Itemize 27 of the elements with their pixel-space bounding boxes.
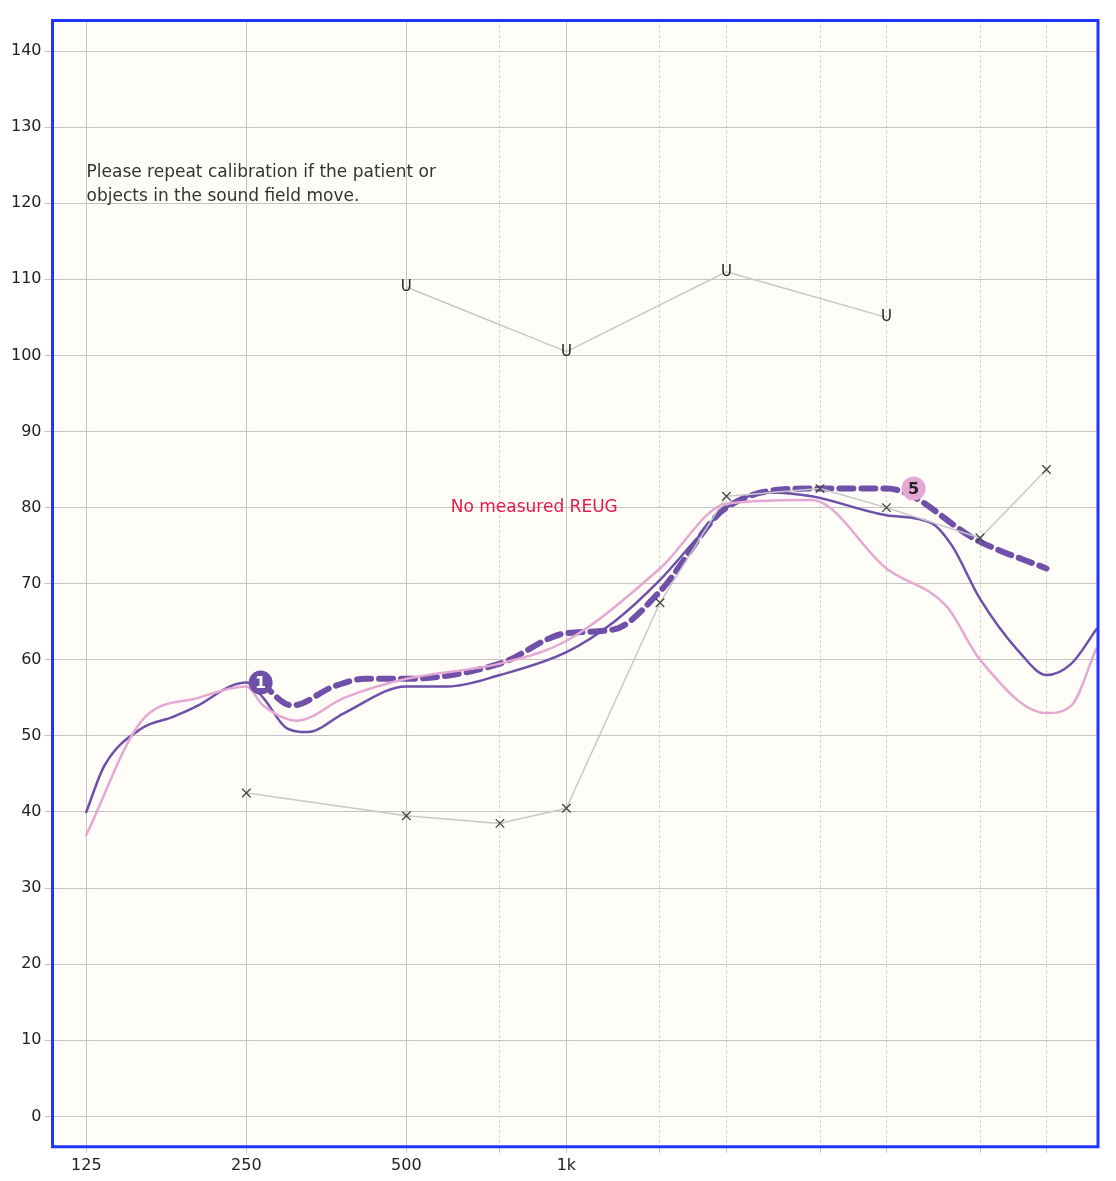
y-tick-label: 120 [10, 192, 42, 212]
x-tick-label: 250 [231, 1154, 262, 1174]
y-tick-label: 110 [10, 268, 42, 288]
y-tick-label: 20 [21, 953, 42, 973]
y-tick-label: 40 [21, 801, 42, 821]
y-tick-label: 140 [10, 40, 42, 60]
y-tick-label: 130 [10, 116, 42, 136]
y-tick-label: 10 [21, 1029, 42, 1049]
data-label: U [560, 341, 572, 360]
data-label: U [880, 307, 892, 326]
y-tick-label: 50 [21, 725, 42, 745]
data-label: U [720, 261, 732, 280]
x-tick-label: 1k [556, 1154, 577, 1174]
x-tick-label: 500 [391, 1154, 422, 1174]
annotation: No measured REUG [450, 496, 618, 517]
annotation: Please repeat calibration if the patient or objects in the sound field move. [86, 161, 437, 206]
annotation: 5 [908, 478, 920, 498]
annotation: 1 [255, 672, 267, 692]
y-tick-label: 90 [21, 420, 42, 440]
y-tick-label: 100 [10, 344, 42, 364]
y-tick-label: 60 [21, 648, 42, 668]
y-tick-label: 70 [21, 572, 42, 592]
x-tick-label: 125 [71, 1154, 102, 1174]
y-tick-label: 0 [31, 1105, 42, 1125]
data-label: U [400, 276, 412, 295]
y-tick-label: 80 [21, 496, 42, 516]
y-tick-label: 30 [21, 877, 42, 897]
